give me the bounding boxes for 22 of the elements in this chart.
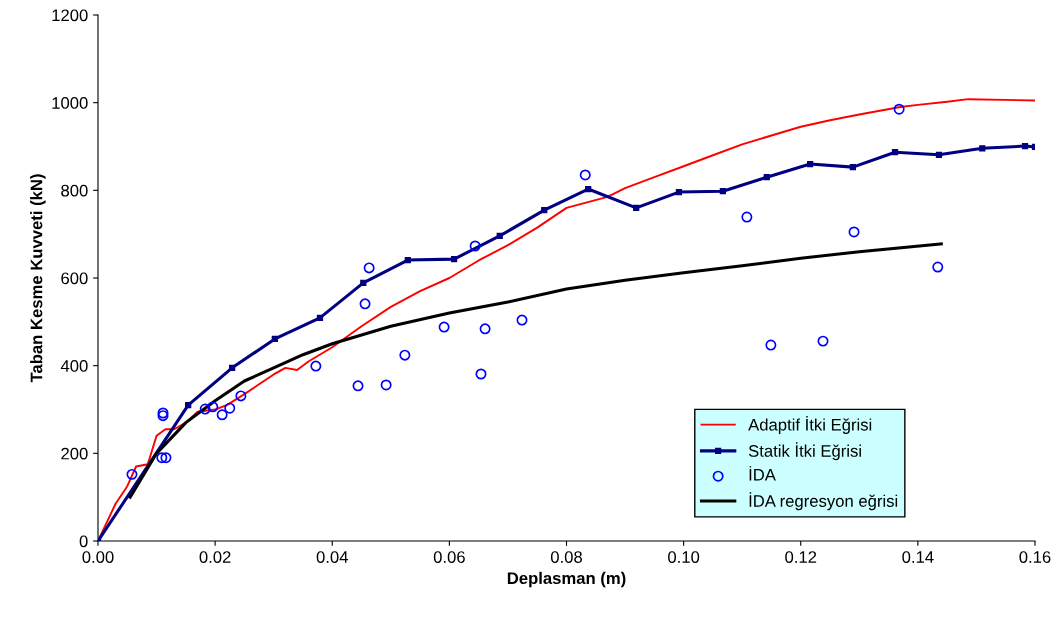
- legend-label: Statik İtki Eğrisi: [748, 442, 861, 461]
- legend-label: Adaptif İtki Eğrisi: [748, 416, 872, 434]
- y-tick-label: 1000: [52, 97, 88, 109]
- legend-label: İDA: [749, 466, 776, 481]
- x-tick-label: 0.02: [199, 551, 231, 563]
- y-tick-label: 600: [61, 272, 88, 285]
- x-tick-label: 0.08: [550, 551, 582, 563]
- x-tick-label: 0.12: [785, 551, 817, 563]
- y-tick-label: 800: [61, 184, 88, 197]
- legend-label: İDA regresyon eğrisi: [749, 492, 898, 511]
- x-tick-label: 0.10: [668, 551, 700, 563]
- x-tick-label: 0.06: [433, 551, 465, 563]
- y-axis-title: Taban Kesme Kuvveti (kN): [30, 174, 46, 383]
- x-tick-label: 0.00: [82, 551, 114, 563]
- x-tick-label: 0.16: [1019, 551, 1051, 563]
- x-axis-title: Deplasman (m): [507, 571, 626, 588]
- y-tick-label: 1200: [52, 9, 88, 22]
- y-tick-label: 200: [61, 447, 88, 460]
- y-tick-label: 0: [79, 535, 88, 548]
- y-tick-label: 400: [60, 360, 88, 372]
- x-tick-label: 0.04: [316, 551, 348, 563]
- x-tick-label: 0.14: [902, 551, 934, 563]
